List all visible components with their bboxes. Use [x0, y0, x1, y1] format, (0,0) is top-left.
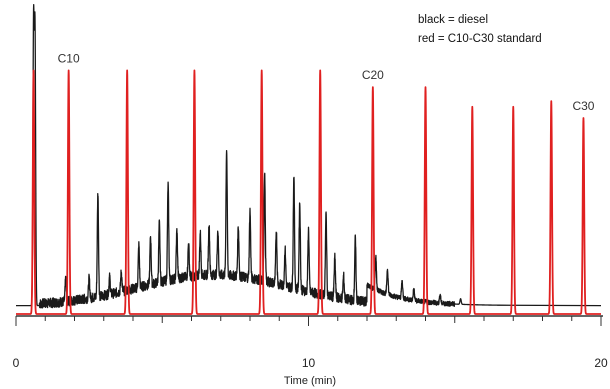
- series-line-standard: [15, 69, 602, 315]
- annotation-c30: C30: [572, 99, 594, 113]
- series-line-diesel: [15, 3, 602, 309]
- x-axis: 0 10 20: [13, 315, 608, 370]
- x-tick-label-10: 10: [302, 356, 316, 370]
- plot-area: [15, 3, 602, 315]
- x-tick-label-0: 0: [13, 356, 20, 370]
- legend-entry-standard: red = C10-C30 standard: [418, 33, 542, 45]
- annotations: C10 C20 C30: [58, 51, 595, 113]
- legend-entry-diesel: black = diesel: [418, 14, 488, 26]
- annotation-c20: C20: [362, 68, 384, 82]
- legend: black = diesel red = C10-C30 standard: [418, 14, 542, 45]
- x-axis-title: Time (min): [284, 375, 336, 387]
- x-tick-label-20: 20: [594, 356, 608, 370]
- annotation-c10: C10: [58, 51, 80, 65]
